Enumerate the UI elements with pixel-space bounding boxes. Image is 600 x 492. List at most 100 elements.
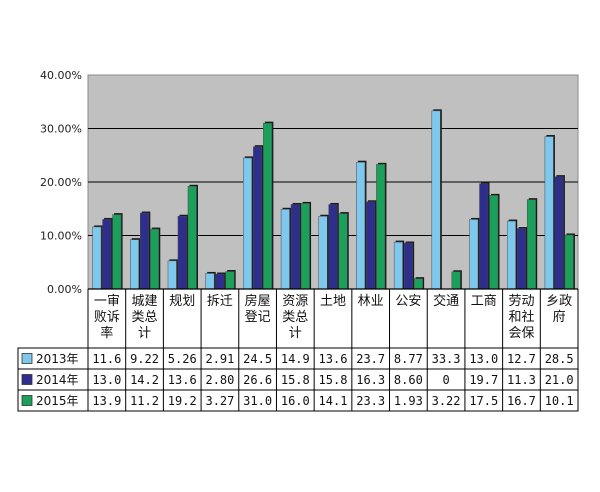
data-label: 31.0 <box>243 394 272 408</box>
data-label: 14.2 <box>130 373 159 387</box>
data-label: 13.9 <box>92 394 121 408</box>
category-label: 类总 <box>132 310 158 325</box>
category-label: 计 <box>138 326 151 341</box>
data-label: 3.22 <box>432 394 461 408</box>
data-label: 14.9 <box>281 352 310 366</box>
bar <box>140 212 150 290</box>
category-label: 公安 <box>395 294 421 309</box>
data-label: 23.7 <box>356 352 385 366</box>
data-label: 8.60 <box>394 373 423 387</box>
data-label: 15.8 <box>281 373 310 387</box>
data-label: 11.6 <box>92 352 121 366</box>
category-label: 拆迁 <box>207 294 233 309</box>
bar <box>544 136 554 290</box>
category-label: 城建 <box>132 294 158 309</box>
category-label: 规划 <box>169 294 195 309</box>
bar <box>489 195 499 290</box>
category-label: 类总 <box>282 310 308 325</box>
bar <box>366 201 376 290</box>
bar <box>92 226 102 290</box>
data-label: 14.1 <box>319 394 348 408</box>
bar <box>431 110 441 290</box>
bar <box>187 186 197 290</box>
bar <box>177 215 187 290</box>
data-label: 2.91 <box>205 352 234 366</box>
data-label: 11.3 <box>507 373 536 387</box>
category-label: 率 <box>100 325 113 341</box>
category-label: 劳动 <box>508 293 534 309</box>
bar <box>526 199 536 290</box>
data-label: 13.6 <box>168 373 197 387</box>
category-label: 乡政 <box>546 294 572 309</box>
data-label: 19.7 <box>469 373 498 387</box>
bar <box>479 183 489 290</box>
bar <box>318 215 328 290</box>
category-label: 交通 <box>433 293 459 309</box>
data-label: 2.80 <box>205 373 234 387</box>
data-label: 13.0 <box>469 352 498 366</box>
bar <box>263 122 273 290</box>
y-tick-label: 0.00% <box>47 283 82 296</box>
bar <box>554 176 564 290</box>
bar <box>225 271 235 290</box>
data-label: 33.3 <box>432 352 461 366</box>
data-label: 19.2 <box>168 394 197 408</box>
data-label: 24.5 <box>243 352 272 366</box>
data-label: 15.8 <box>319 373 348 387</box>
category-label: 计 <box>289 326 302 341</box>
data-label: 23.3 <box>356 394 385 408</box>
category-label: 房屋 <box>245 293 271 309</box>
bar <box>243 157 253 290</box>
legend-key <box>21 374 33 385</box>
data-label: 12.7 <box>507 352 536 366</box>
data-label: 10.1 <box>545 394 574 408</box>
y-tick-label: 20.00% <box>40 176 82 189</box>
bar <box>167 260 177 290</box>
data-label: 0 <box>442 373 449 387</box>
data-label: 11.2 <box>130 394 159 408</box>
bar <box>150 228 160 290</box>
data-label: 16.0 <box>281 394 310 408</box>
bar <box>130 239 140 290</box>
y-tick-label: 30.00% <box>40 123 82 136</box>
data-label: 28.5 <box>545 352 574 366</box>
bar <box>112 214 122 290</box>
bar <box>205 273 215 290</box>
category-label: 一审 <box>94 294 120 309</box>
bar <box>356 161 366 290</box>
legend-label: 2014年 <box>36 373 79 387</box>
bar <box>215 273 225 290</box>
y-tick-label: 10.00% <box>40 230 82 243</box>
data-label: 9.22 <box>130 352 159 366</box>
bar <box>102 219 112 290</box>
bar <box>253 146 263 290</box>
category-label: 林业 <box>358 294 384 309</box>
data-label: 17.5 <box>469 394 498 408</box>
data-label: 8.77 <box>394 352 423 366</box>
bar <box>564 234 574 290</box>
data-label: 5.26 <box>168 352 197 366</box>
data-label: 26.6 <box>243 373 272 387</box>
category-label: 登记 <box>245 310 271 325</box>
bar <box>328 204 338 290</box>
data-label: 13.0 <box>92 373 121 387</box>
data-label: 21.0 <box>545 373 574 387</box>
bar <box>413 278 423 290</box>
bar <box>403 242 413 290</box>
data-label: 3.27 <box>205 394 234 408</box>
data-label: 16.7 <box>507 394 536 408</box>
legend-key <box>21 353 33 364</box>
bar <box>300 203 310 290</box>
category-label: 和社 <box>508 309 534 325</box>
category-label: 府 <box>553 310 566 325</box>
category-label: 资源 <box>282 294 308 309</box>
legend-key <box>21 395 33 406</box>
y-tick-label: 40.00% <box>40 69 82 82</box>
legend-label: 2013年 <box>36 352 79 366</box>
category-label: 败诉 <box>94 310 120 325</box>
bar <box>280 209 290 290</box>
bar <box>506 220 516 290</box>
data-label: 16.3 <box>356 373 385 387</box>
bar <box>516 228 526 290</box>
